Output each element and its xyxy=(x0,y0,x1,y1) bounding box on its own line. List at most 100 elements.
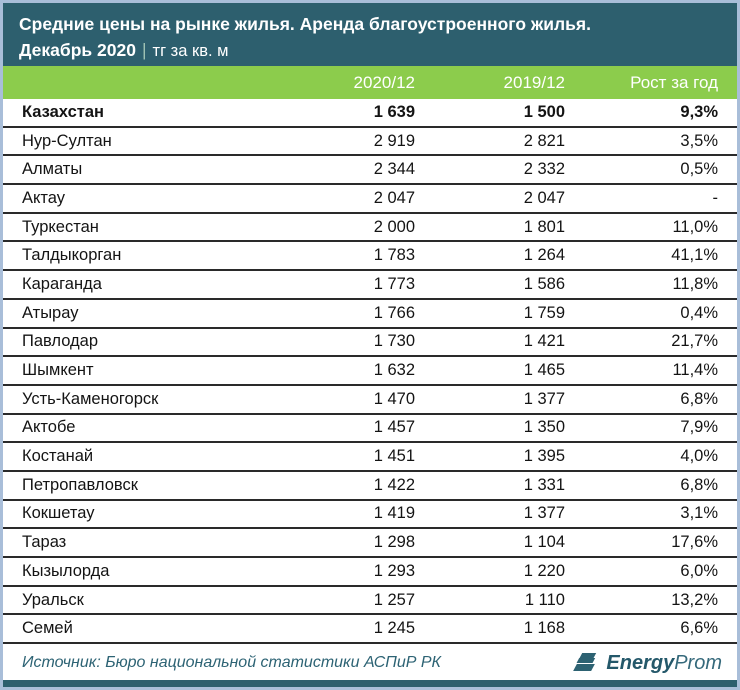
column-header-row: 2020/12 2019/12 Рост за год xyxy=(3,66,737,99)
value-2020-12: 2 919 xyxy=(373,131,415,150)
subtitle-unit: тг за кв. м xyxy=(152,42,229,60)
region-name: Усть-Каменогорск xyxy=(22,389,159,408)
column-header-growth: Рост за год xyxy=(630,72,718,92)
title-bar: Средние цены на рынке жилья. Аренда благ… xyxy=(3,3,737,66)
value-2019-12: 2 332 xyxy=(523,160,565,179)
value-2020-12: 1 293 xyxy=(373,561,415,580)
table-row: Тараз 1 298 1 104 17,6% xyxy=(3,529,737,558)
value-2019-12: 1 264 xyxy=(523,246,565,265)
bottom-accent-bar xyxy=(3,680,737,687)
growth-value: 6,6% xyxy=(680,619,718,638)
region-name: Казахстан xyxy=(22,102,104,121)
growth-value: 0,5% xyxy=(680,160,718,179)
value-2020-12: 1 470 xyxy=(373,389,415,408)
energyprom-icon xyxy=(573,652,599,674)
growth-value: 17,6% xyxy=(671,533,718,552)
growth-value: 3,1% xyxy=(680,504,718,523)
growth-value: 11,8% xyxy=(672,274,718,293)
growth-value: 6,8% xyxy=(680,389,718,408)
region-name: Кокшетау xyxy=(22,504,95,523)
value-2019-12: 1 500 xyxy=(523,102,565,121)
value-2019-12: 1 395 xyxy=(523,447,565,466)
table-row: Павлодар 1 730 1 421 21,7% xyxy=(3,329,737,358)
region-name: Семей xyxy=(22,619,73,638)
value-2020-12: 2 344 xyxy=(373,160,415,179)
table-row: Казахстан 1 639 1 500 9,3% xyxy=(3,99,737,128)
growth-value: 11,0% xyxy=(672,217,718,236)
growth-value: 6,8% xyxy=(680,475,718,494)
table-row: Петропавловск 1 422 1 331 6,8% xyxy=(3,472,737,501)
table-row: Семей 1 245 1 168 6,6% xyxy=(3,615,737,645)
region-name: Шымкент xyxy=(22,361,94,380)
value-2020-12: 1 419 xyxy=(373,504,415,523)
value-2020-12: 1 245 xyxy=(373,619,415,638)
region-name: Туркестан xyxy=(22,217,99,236)
growth-value: 4,0% xyxy=(680,447,718,466)
logo-text-bold: Energy xyxy=(606,651,675,674)
value-2020-12: 1 730 xyxy=(373,332,415,351)
value-2020-12: 1 639 xyxy=(373,102,415,121)
value-2020-12: 1 457 xyxy=(373,418,415,437)
region-name: Нур-Султан xyxy=(22,131,112,150)
table-row: Талдыкорган 1 783 1 264 41,1% xyxy=(3,242,737,272)
page-title: Средние цены на рынке жилья. Аренда благ… xyxy=(19,14,591,34)
table-row: Кызылорда 1 293 1 220 6,0% xyxy=(3,558,737,587)
value-2019-12: 1 377 xyxy=(523,389,565,408)
value-2019-12: 2 821 xyxy=(523,131,565,150)
value-2020-12: 1 783 xyxy=(373,246,415,265)
growth-value: - xyxy=(712,188,719,207)
column-header-2020-12: 2020/12 xyxy=(353,72,415,92)
table-row: Костанай 1 451 1 395 4,0% xyxy=(3,443,737,472)
value-2019-12: 1 220 xyxy=(523,561,565,580)
region-name: Кызылорда xyxy=(22,561,110,580)
table-row: Атырау 1 766 1 759 0,4% xyxy=(3,300,737,329)
value-2019-12: 1 110 xyxy=(524,590,565,609)
growth-value: 7,9% xyxy=(680,418,718,437)
growth-value: 13,2% xyxy=(671,590,718,609)
value-2020-12: 1 422 xyxy=(373,475,415,494)
table-row: Караганда 1 773 1 586 11,8% xyxy=(3,271,737,300)
region-name: Петропавловск xyxy=(22,475,138,494)
table-row: Нур-Султан 2 919 2 821 3,5% xyxy=(3,128,737,157)
table-row: Алматы 2 344 2 332 0,5% xyxy=(3,156,737,186)
energyprom-logo: EnergyProm xyxy=(573,651,722,675)
value-2019-12: 1 586 xyxy=(523,274,565,293)
footer: Источник: Бюро национальной статистики А… xyxy=(3,644,737,680)
region-name: Павлодар xyxy=(22,332,99,351)
growth-value: 9,3% xyxy=(680,102,718,121)
region-name: Атырау xyxy=(22,303,79,322)
column-header-2019-12: 2019/12 xyxy=(503,72,565,92)
region-name: Уральск xyxy=(22,590,84,609)
value-2020-12: 1 632 xyxy=(373,361,415,380)
table-row: Уральск 1 257 1 110 13,2% xyxy=(3,587,737,616)
growth-value: 41,1% xyxy=(671,246,718,265)
table-row: Актау 2 047 2 047 - xyxy=(3,185,737,214)
table-row: Шымкент 1 632 1 465 11,4% xyxy=(3,357,737,386)
table-row: Усть-Каменогорск 1 470 1 377 6,8% xyxy=(3,386,737,415)
region-name: Актобе xyxy=(22,418,76,437)
value-2020-12: 1 451 xyxy=(373,447,415,466)
table-row: Кокшетау 1 419 1 377 3,1% xyxy=(3,501,737,530)
logo-text-light: Prom xyxy=(674,651,722,674)
value-2019-12: 1 421 xyxy=(523,332,565,351)
value-2019-12: 1 759 xyxy=(523,303,565,322)
growth-value: 11,4% xyxy=(672,361,718,380)
region-name: Алматы xyxy=(22,160,83,179)
value-2019-12: 1 331 xyxy=(523,475,565,494)
value-2020-12: 2 000 xyxy=(373,217,415,236)
value-2019-12: 1 104 xyxy=(523,533,565,552)
table-body: Казахстан 1 639 1 500 9,3% Нур-Султан 2 919 2 … xyxy=(3,99,737,645)
growth-value: 21,7% xyxy=(671,332,718,351)
subtitle-separator: | xyxy=(141,40,147,60)
subtitle-period: Декабрь 2020 xyxy=(19,40,136,60)
value-2020-12: 2 047 xyxy=(373,188,415,207)
value-2019-12: 1 465 xyxy=(523,361,565,380)
region-name: Талдыкорган xyxy=(22,246,122,265)
value-2020-12: 1 298 xyxy=(373,533,415,552)
value-2019-12: 1 377 xyxy=(523,504,565,523)
value-2020-12: 1 257 xyxy=(373,590,415,609)
region-name: Актау xyxy=(22,188,66,207)
region-name: Караганда xyxy=(22,274,102,293)
region-name: Тараз xyxy=(22,533,67,552)
